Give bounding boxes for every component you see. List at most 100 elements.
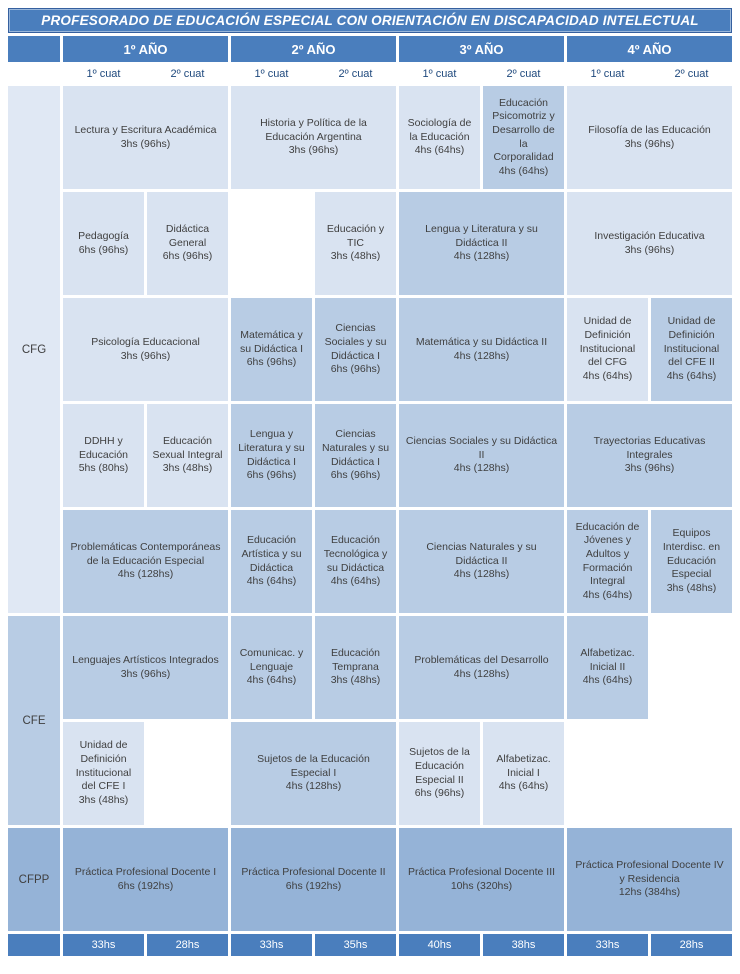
year-header-row: 1º AÑO 2º AÑO 3º AÑO 4º AÑO xyxy=(8,36,732,62)
cuat-header: 1º cuat xyxy=(422,68,457,80)
course-cell: Historia y Política de la Educación Arge… xyxy=(231,86,396,189)
cuat-header: 1º cuat xyxy=(254,68,289,80)
course-name: Unidad de Definición Institucional del C… xyxy=(75,739,132,793)
course-name: Educación de Jóvenes y Adultos y Formaci… xyxy=(575,520,640,588)
group-label-cfpp: CFPP xyxy=(8,828,60,931)
course-cell: Práctica Profesional Docente I 6hs (192h… xyxy=(63,828,228,931)
course-name: Práctica Profesional Docente II xyxy=(241,865,386,878)
course-name: DDHH y Educación xyxy=(78,435,129,461)
course-cell: Filosofía de las Educación 3hs (96hs) xyxy=(567,86,732,189)
course-cell: Didáctica General 6hs (96hs) xyxy=(147,192,228,295)
title-row: PROFESORADO DE EDUCACIÓN ESPECIAL CON OR… xyxy=(8,8,732,33)
course-cell: Pedagogía 6hs (96hs) xyxy=(63,192,144,295)
semester-total: 33hs xyxy=(63,934,144,956)
course-hours: 4hs (128hs) xyxy=(285,780,342,793)
course-cell: Unidad de Definición Institucional del C… xyxy=(63,722,144,825)
course-name: Trayectorias Educativas Integrales xyxy=(593,435,706,461)
course-cell: Unidad de Definición Institucional del C… xyxy=(567,298,648,401)
course-name: Ciencias Naturales y su Didáctica I xyxy=(321,428,390,468)
course-hours: 6hs (192hs) xyxy=(117,879,174,892)
course-cell: Educación Temprana 3hs (48hs) xyxy=(315,616,396,719)
course-hours: 3hs (48hs) xyxy=(78,793,129,806)
totals-row: 33hs 28hs 33hs 35hs 40hs 38hs 33hs 28hs xyxy=(8,934,732,956)
course-name: Problemáticas Contemporáneas de la Educa… xyxy=(70,541,221,567)
course-cell: Problemáticas del Desarrollo 4hs (128hs) xyxy=(399,616,564,719)
course-cell: Ciencias Naturales y su Didáctica II 4hs… xyxy=(399,510,564,613)
course-cell: Sujetos de la Educación Especial I 4hs (… xyxy=(231,722,396,825)
course-cell: Ciencias Sociales y su Didáctica II 4hs … xyxy=(399,404,564,507)
course-cell: Alfabetizac. Inicial II 4hs (64hs) xyxy=(567,616,648,719)
course-cell: Problemáticas Contemporáneas de la Educa… xyxy=(63,510,228,613)
course-hours: 6hs (96hs) xyxy=(246,356,297,369)
course-cell: Psicología Educacional 3hs (96hs) xyxy=(63,298,228,401)
course-hours: 4hs (64hs) xyxy=(498,164,549,177)
course-name: Educación Psicomotriz y Desarrollo de la… xyxy=(492,96,555,164)
table-row: Problemáticas Contemporáneas de la Educa… xyxy=(8,510,732,613)
course-name: Sujetos de la Educación Especial I xyxy=(257,753,370,779)
course-cell: Unidad de Definición Institucional del C… xyxy=(651,298,732,401)
course-name: Equipos Interdisc. en Educación Especial xyxy=(662,527,721,581)
cuat-corner-cell xyxy=(8,65,60,83)
course-cell: Práctica Profesional Docente II 6hs (192… xyxy=(231,828,396,931)
course-cell: Ciencias Sociales y su Didáctica I 6hs (… xyxy=(315,298,396,401)
course-name: Matemática y su Didáctica I xyxy=(239,329,304,355)
course-cell: Equipos Interdisc. en Educación Especial… xyxy=(651,510,732,613)
course-hours: 6hs (96hs) xyxy=(330,469,381,482)
course-cell: Sociología de la Educación 4hs (64hs) xyxy=(399,86,480,189)
course-cell: Matemática y su Didáctica I 6hs (96hs) xyxy=(231,298,312,401)
course-hours: 3hs (48hs) xyxy=(330,250,381,263)
course-hours: 6hs (96hs) xyxy=(246,469,297,482)
course-cell: Comunicac. y Lenguaje 4hs (64hs) xyxy=(231,616,312,719)
course-hours: 6hs (96hs) xyxy=(414,787,465,800)
year-header-3: 3º AÑO xyxy=(399,36,564,62)
group-label-cfg: CFG xyxy=(8,86,60,613)
semester-total: 38hs xyxy=(483,934,564,956)
semester-total: 28hs xyxy=(147,934,228,956)
course-hours: 4hs (64hs) xyxy=(246,674,297,687)
corner-cell xyxy=(8,36,60,62)
year-header-4: 4º AÑO xyxy=(567,36,732,62)
course-hours: 4hs (128hs) xyxy=(117,568,174,581)
cuat-header: 2º cuat xyxy=(338,68,373,80)
empty-cell xyxy=(651,616,732,719)
table-row: CFPP Práctica Profesional Docente I 6hs … xyxy=(8,828,732,931)
curriculum-table: PROFESORADO DE EDUCACIÓN ESPECIAL CON OR… xyxy=(5,5,735,959)
course-hours: 4hs (128hs) xyxy=(453,349,510,362)
course-name: Unidad de Definición Institucional del C… xyxy=(663,315,720,369)
table-row: Unidad de Definición Institucional del C… xyxy=(8,722,732,825)
course-hours: 4hs (64hs) xyxy=(582,369,633,382)
course-cell: Alfabetizac. Inicial I 4hs (64hs) xyxy=(483,722,564,825)
course-name: Investigación Educativa xyxy=(594,229,705,242)
course-name: Comunicac. y Lenguaje xyxy=(239,647,304,673)
course-cell: Práctica Profesional Docente IV y Reside… xyxy=(567,828,732,931)
course-name: Historia y Política de la Educación Arge… xyxy=(260,117,367,143)
course-cell: Trayectorias Educativas Integrales 3hs (… xyxy=(567,404,732,507)
course-cell: Educación Tecnológica y su Didáctica 4hs… xyxy=(315,510,396,613)
course-hours: 6hs (192hs) xyxy=(285,879,342,892)
course-cell: DDHH y Educación 5hs (80hs) xyxy=(63,404,144,507)
course-hours: 6hs (96hs) xyxy=(162,250,213,263)
empty-cell xyxy=(567,722,732,825)
course-hours: 4hs (128hs) xyxy=(453,462,510,475)
course-hours: 3hs (48hs) xyxy=(162,462,213,475)
group-label-cfe: CFE xyxy=(8,616,60,825)
table-row: Pedagogía 6hs (96hs) Didáctica General 6… xyxy=(8,192,732,295)
course-cell: Lengua y Literatura y su Didáctica II 4h… xyxy=(399,192,564,295)
course-cell: Educación de Jóvenes y Adultos y Formaci… xyxy=(567,510,648,613)
course-name: Lectura y Escritura Académica xyxy=(74,123,217,136)
course-cell: Ciencias Naturales y su Didáctica I 6hs … xyxy=(315,404,396,507)
course-name: Unidad de Definición Institucional del C… xyxy=(579,315,636,369)
semester-total: 28hs xyxy=(651,934,732,956)
course-hours: 10hs (320hs) xyxy=(450,879,513,892)
semester-total: 35hs xyxy=(315,934,396,956)
course-hours: 3hs (96hs) xyxy=(624,243,675,256)
course-hours: 3hs (48hs) xyxy=(666,581,717,594)
course-hours: 4hs (64hs) xyxy=(582,674,633,687)
course-cell: Lectura y Escritura Académica 3hs (96hs) xyxy=(63,86,228,189)
course-hours: 4hs (128hs) xyxy=(453,568,510,581)
course-cell: Educación y TIC 3hs (48hs) xyxy=(315,192,396,295)
course-hours: 3hs (96hs) xyxy=(624,462,675,475)
totals-corner-cell xyxy=(8,934,60,956)
empty-cell xyxy=(231,192,312,295)
cuat-header: 2º cuat xyxy=(674,68,709,80)
